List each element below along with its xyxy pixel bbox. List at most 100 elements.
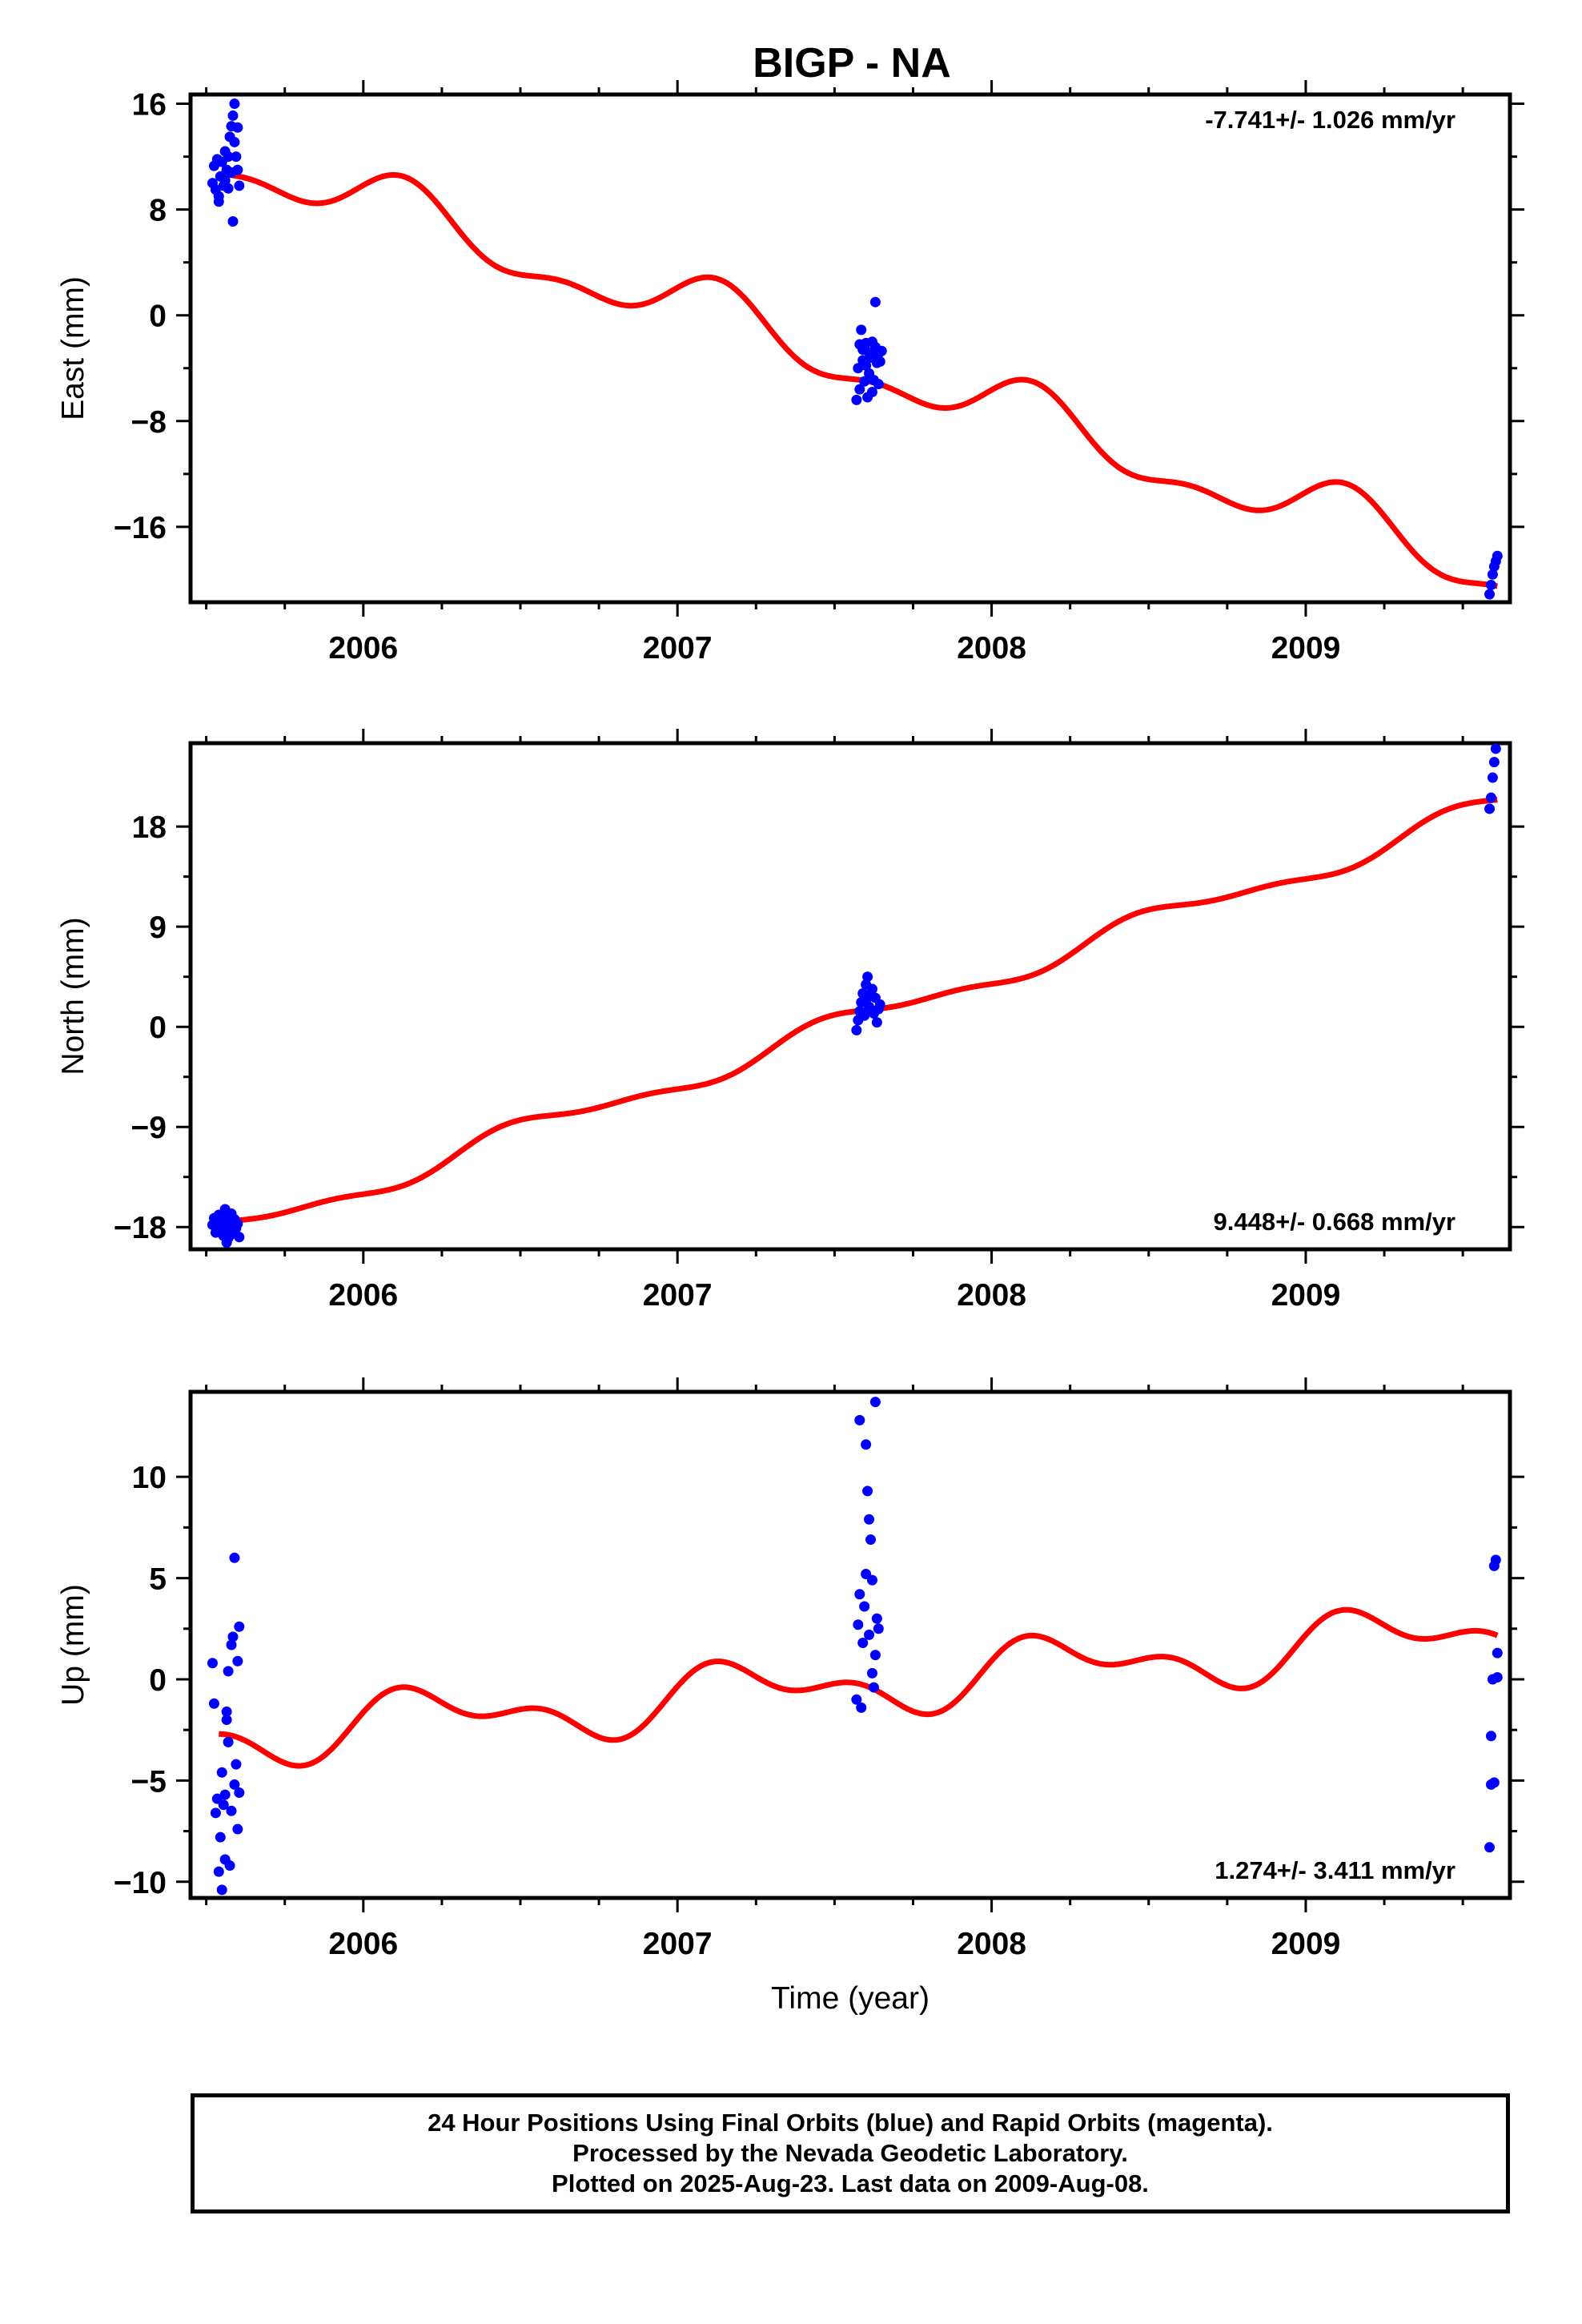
data-point (1485, 792, 1496, 803)
rate-label: -7.741+/- 1.026 mm/yr (1205, 106, 1456, 134)
data-point (232, 1655, 243, 1667)
data-point (874, 999, 885, 1010)
data-point (231, 1759, 242, 1770)
y-tick-label: −5 (131, 1764, 167, 1799)
x-tick-label: 2009 (1271, 631, 1341, 665)
x-axis-label: Time (year) (771, 1981, 930, 2016)
x-tick-label: 2006 (328, 1278, 398, 1313)
data-point (229, 1779, 240, 1790)
y-axis-label: North (mm) (56, 917, 90, 1075)
data-point (1488, 1777, 1500, 1788)
data-point (219, 175, 231, 186)
data-point (208, 1698, 219, 1709)
data-point (226, 1639, 237, 1651)
data-point (229, 99, 240, 110)
data-point (865, 1534, 877, 1546)
model-curve (217, 1606, 1499, 1769)
data-point (866, 1667, 877, 1679)
data-point (1487, 569, 1498, 580)
data-point (854, 1589, 865, 1600)
footer-line-2: Processed by the Nevada Geodetic Laborat… (572, 2139, 1128, 2167)
y-tick-label: 0 (149, 1663, 167, 1698)
data-point (864, 1629, 875, 1640)
data-point (232, 1218, 243, 1229)
data-point (871, 1613, 882, 1624)
data-point (227, 110, 239, 121)
data-point (216, 1767, 227, 1778)
data-point (219, 1789, 231, 1800)
x-tick-label: 2007 (643, 1278, 713, 1313)
data-point (221, 1706, 232, 1717)
data-point (213, 1866, 224, 1877)
data-point (1490, 743, 1501, 754)
x-tick-label: 2006 (328, 631, 398, 665)
data-point (862, 971, 873, 983)
data-point (1484, 589, 1495, 600)
y-tick-label: −8 (131, 405, 167, 440)
footer-line-1: 24 Hour Positions Using Final Orbits (bl… (428, 2109, 1273, 2137)
data-point (859, 376, 870, 387)
data-point (234, 1621, 245, 1632)
x-tick-label: 2008 (957, 1278, 1026, 1313)
data-point (1488, 757, 1500, 768)
y-tick-label: −18 (114, 1211, 167, 1245)
x-tick-label: 2008 (957, 1927, 1026, 1961)
rate-label: 9.448+/- 0.668 mm/yr (1214, 1208, 1456, 1236)
data-point (223, 1666, 234, 1677)
plot-frame (188, 1389, 1512, 1900)
data-point (1492, 1647, 1503, 1659)
footer-box: 24 Hour Positions Using Final Orbits (bl… (191, 2093, 1510, 2213)
panels-group: 2006 2007 2008 2009 16 8 0 −8 −16 East (mm) -7.741… (56, 80, 1524, 2016)
data-point (234, 1787, 245, 1799)
data-point (227, 216, 239, 227)
y-tick-label: 0 (149, 300, 167, 334)
data-point (866, 1574, 877, 1586)
data-point (221, 1237, 232, 1248)
data-point (866, 386, 877, 397)
x-tick-label: 2009 (1271, 1927, 1341, 1961)
data-point (868, 1682, 879, 1693)
y-tick-label: −10 (114, 1866, 167, 1900)
data-point (1492, 1671, 1503, 1683)
y-tick-label: −16 (114, 511, 167, 545)
data-point (1485, 580, 1496, 591)
model-curve (217, 171, 1499, 589)
y-tick-label: 0 (149, 1011, 167, 1045)
data-point (229, 1552, 240, 1563)
panel-3: 2006 2007 2008 2009 10 5 0 −5 −10 Up (mm) Time (ye… (56, 1377, 1524, 2016)
data-point (869, 1397, 881, 1408)
data-point (861, 360, 872, 371)
y-tick-label: 18 (132, 810, 167, 845)
y-axis-label: East (mm) (56, 276, 90, 420)
data-point (232, 1823, 243, 1835)
y-tick-label: 10 (132, 1461, 167, 1495)
data-point (859, 1601, 870, 1612)
data-point (215, 1831, 226, 1843)
x-tick-label: 2006 (328, 1927, 398, 1961)
x-tick-label: 2009 (1271, 1278, 1341, 1313)
data-point (223, 151, 234, 163)
plot-frame (188, 741, 1512, 1252)
data-point (207, 1658, 218, 1669)
y-tick-label: 9 (149, 911, 167, 945)
data-point (862, 1486, 873, 1497)
x-tick-label: 2007 (643, 1927, 713, 1961)
chart-title: BIGP - NA (753, 40, 951, 86)
data-point (851, 1694, 862, 1705)
data-point (874, 356, 885, 368)
y-tick-label: 16 (132, 88, 167, 123)
data-point (854, 384, 865, 395)
data-point (854, 1414, 865, 1425)
data-point (873, 379, 884, 390)
data-point (1490, 1554, 1501, 1566)
data-point (232, 122, 243, 133)
data-point (853, 363, 864, 374)
panel-2: 2006 2007 2008 2009 18 9 0 −9 −18 North (mm) 9.448… (56, 729, 1524, 1313)
panel-1: 2006 2007 2008 2009 16 8 0 −8 −16 East (mm) -7.741… (56, 80, 1524, 665)
data-point (851, 394, 862, 405)
data-point (216, 1884, 227, 1896)
data-point (1492, 550, 1503, 561)
y-tick-label: 8 (149, 194, 167, 228)
data-point (226, 1805, 237, 1816)
